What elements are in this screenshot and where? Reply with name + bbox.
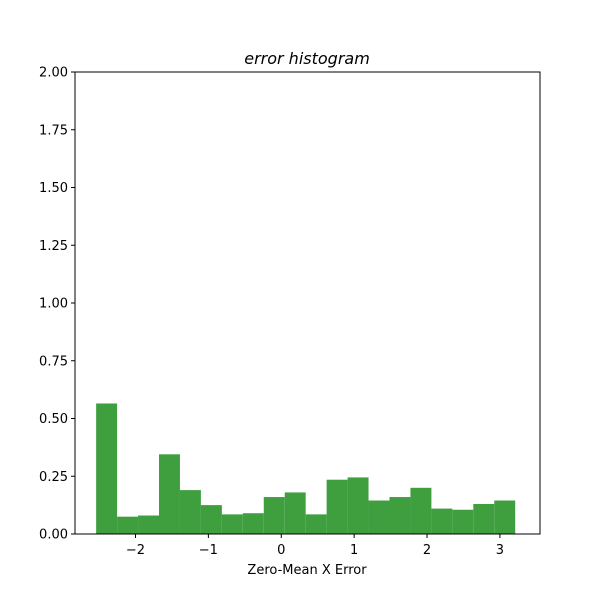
histogram-bar [410, 487, 432, 534]
histogram-bar [242, 513, 264, 534]
histogram-bar [284, 492, 306, 534]
y-tick-label: 1.50 [39, 181, 68, 196]
x-tick-label: 1 [350, 543, 358, 558]
y-tick-label: 0.25 [39, 470, 68, 485]
x-tick-label: 0 [277, 543, 285, 558]
histogram-bar [158, 454, 180, 534]
y-axis-ticks: 0.00 0.25 0.50 0.75 1.00 1.25 1.50 1.75 2.00 [39, 66, 75, 543]
plot-frame [74, 71, 541, 535]
histogram-bar [96, 403, 118, 534]
x-tick-label: 3 [496, 543, 504, 558]
chart-title: error histogram [244, 49, 370, 68]
y-tick-label: 0.00 [39, 528, 68, 543]
histogram-bar [138, 515, 159, 534]
x-tick-label: −1 [199, 543, 218, 558]
y-tick-label: 0.75 [39, 354, 68, 369]
x-tick-label: 2 [423, 543, 431, 558]
histogram-bar [326, 479, 348, 534]
histogram-bar [431, 508, 453, 534]
histogram-bar [221, 514, 243, 534]
y-tick-label: 0.50 [39, 412, 68, 427]
y-tick-label: 1.00 [39, 297, 68, 312]
bars-group [96, 403, 516, 534]
histogram-bar [452, 509, 474, 534]
histogram-bar [200, 505, 222, 534]
histogram-bar [368, 500, 390, 534]
histogram-bar [494, 500, 516, 534]
y-tick-label: 1.75 [39, 123, 68, 138]
x-axis-label: Zero-Mean X Error [247, 563, 367, 578]
histogram-bar [347, 477, 369, 534]
histogram-bar [473, 503, 495, 534]
histogram-bar [305, 514, 327, 534]
histogram-bar [389, 497, 411, 534]
x-tick-label: −2 [126, 543, 145, 558]
histogram-bar [117, 516, 139, 534]
x-axis-ticks: −2 −1 0 1 2 3 [126, 534, 504, 558]
y-tick-label: 1.25 [39, 239, 68, 254]
histogram-bar [179, 490, 201, 534]
histogram-bar [263, 497, 285, 534]
y-tick-label: 2.00 [39, 66, 68, 81]
